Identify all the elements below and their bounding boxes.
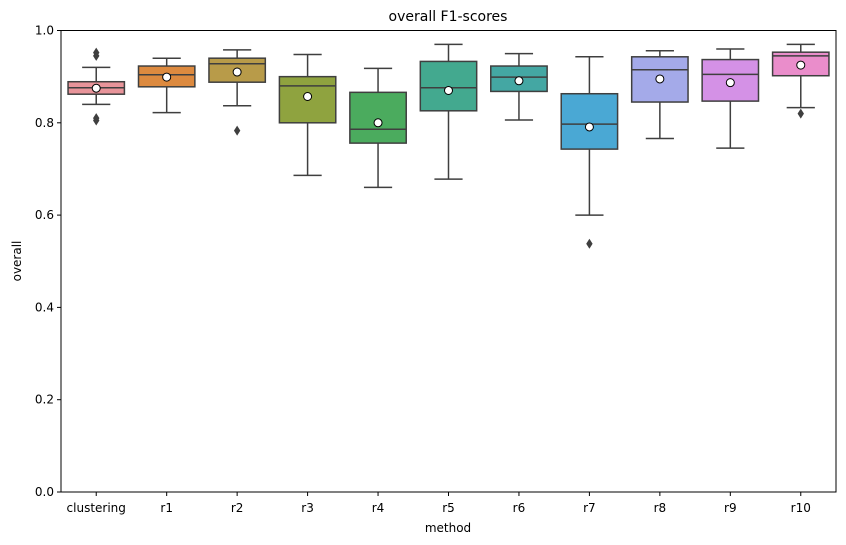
outlier-point xyxy=(233,125,241,136)
x-tick-label: r5 xyxy=(442,501,455,515)
box xyxy=(560,92,619,150)
box xyxy=(349,91,407,144)
box-group-clustering xyxy=(67,47,126,126)
outlier-point xyxy=(797,108,804,119)
mean-marker xyxy=(796,60,806,70)
x-axis-label: method xyxy=(425,521,471,535)
box-group-r6 xyxy=(490,52,548,121)
mean-marker xyxy=(91,83,101,93)
y-tick-label: 0.8 xyxy=(35,116,54,130)
x-tick-label: r6 xyxy=(513,501,526,515)
outlier-point xyxy=(93,47,100,58)
y-axis-label: overall xyxy=(10,241,24,282)
y-tick-label: 0.6 xyxy=(35,208,54,222)
outlier-point xyxy=(93,113,100,124)
x-tick-label: clustering xyxy=(67,501,126,515)
mean-marker xyxy=(232,67,242,77)
mean-marker xyxy=(584,122,594,132)
x-tick-label: r9 xyxy=(724,501,737,515)
chart-title: overall F1-scores xyxy=(389,9,508,25)
outlier-point xyxy=(586,238,593,249)
x-tick-label: r8 xyxy=(654,501,667,515)
box-group-r1 xyxy=(137,57,196,114)
box-group-r4 xyxy=(349,67,407,189)
x-tick-label: r4 xyxy=(372,501,385,515)
plot-area xyxy=(67,43,830,249)
box-group-r2 xyxy=(208,49,267,136)
x-tick-label: r7 xyxy=(583,501,596,515)
y-tick-label: 0.0 xyxy=(35,485,54,499)
y-tick-label: 0.2 xyxy=(35,393,54,407)
box-group-r5 xyxy=(419,43,478,180)
y-tick-label: 1.0 xyxy=(35,24,54,38)
x-tick-label: r2 xyxy=(231,501,244,515)
mean-marker xyxy=(303,91,313,101)
box xyxy=(630,56,689,103)
y-axis: 0.0 0.2 0.4 0.6 0.8 1.0 xyxy=(35,24,61,499)
box-group-r10 xyxy=(771,43,830,119)
box-group-r8 xyxy=(630,50,689,140)
mean-marker xyxy=(444,85,453,95)
mean-marker xyxy=(514,76,524,86)
box-group-r3 xyxy=(278,53,337,177)
x-tick-label: r10 xyxy=(791,501,811,515)
mean-marker xyxy=(655,74,665,84)
x-tick-label: r1 xyxy=(160,501,173,515)
mean-marker xyxy=(162,72,172,82)
x-tick-label: r3 xyxy=(301,501,314,515)
box-group-r9 xyxy=(701,48,760,149)
y-tick-label: 0.4 xyxy=(35,300,54,314)
mean-marker xyxy=(373,118,383,128)
box-group-r7 xyxy=(560,56,619,249)
x-axis: clustering r1 r2 r3 r4 r5 r6 r7 r8 r9 r10 xyxy=(67,492,811,515)
mean-marker xyxy=(725,78,735,88)
